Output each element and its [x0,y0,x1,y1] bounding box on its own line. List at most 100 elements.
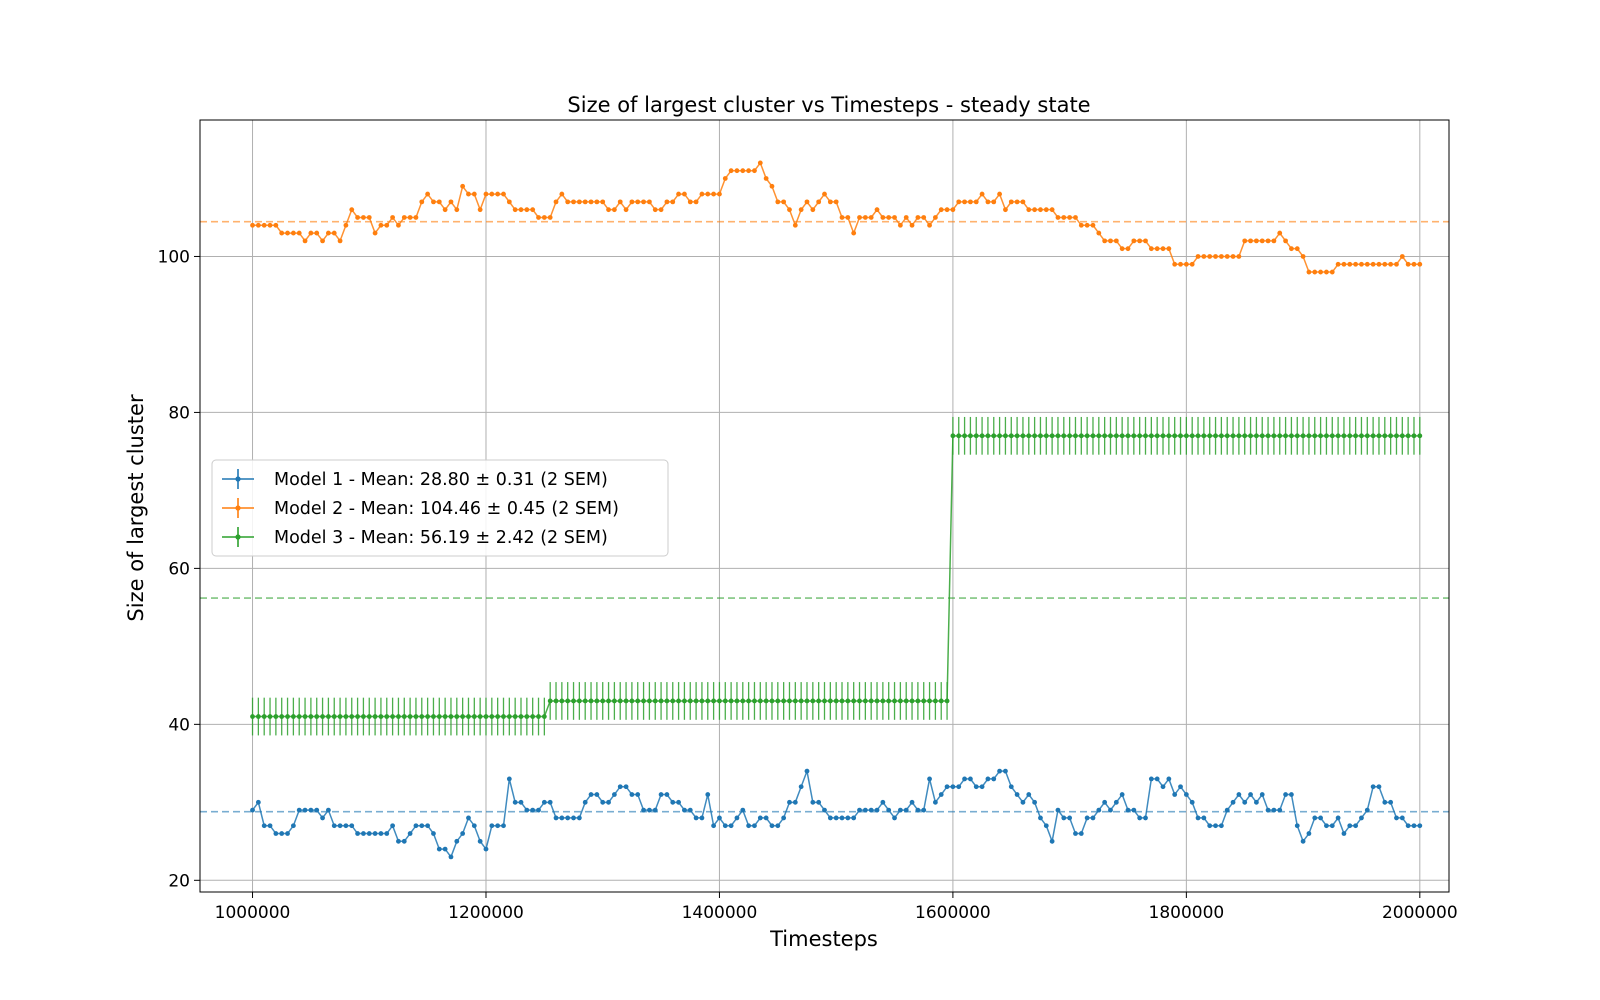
data-point [1399,815,1405,821]
data-point [1399,433,1405,439]
legend: Model 1 - Mean: 28.80 ± 0.31 (2 SEM) Mode… [211,459,669,557]
data-point [1049,207,1055,213]
data-point [1032,433,1038,439]
data-point [1195,254,1201,259]
data-point [1183,433,1189,439]
data-point [962,776,967,782]
data-point [676,191,681,197]
data-point [629,792,635,797]
data-point [1020,799,1026,805]
data-point [769,698,775,704]
data-point [1055,215,1061,220]
data-point [320,714,325,719]
data-point [606,698,611,704]
data-point [547,799,553,805]
data-point [769,823,775,829]
data-point [792,799,798,805]
data-point [448,199,454,205]
data-point [489,191,495,197]
data-point [1183,261,1189,267]
data-point [460,183,466,189]
data-point [664,792,670,797]
data-point [1090,222,1096,228]
data-point [1055,807,1061,813]
data-point [903,215,909,220]
data-point [868,215,874,220]
data-point [285,831,290,836]
data-point [477,714,483,719]
data-point [1061,815,1067,821]
data-point [1096,807,1102,813]
data-point [682,698,687,704]
data-point [1300,254,1306,259]
legend-marker-swatch [235,476,241,482]
plot-frame [199,119,1450,893]
data-point [1224,807,1230,813]
data-point [1341,261,1347,267]
data-point [1213,433,1218,439]
data-point [1335,433,1341,439]
data-point [722,698,728,704]
data-point [1043,823,1049,829]
data-point [740,807,746,813]
legend-label: Model 2 - Mean: 104.46 ± 0.45 (2 SEM) [274,499,619,519]
data-point [1084,815,1090,821]
data-point [396,838,401,844]
data-point [1417,261,1423,267]
data-point [1271,807,1277,813]
data-point [1318,433,1323,439]
data-point [331,823,337,829]
data-point [968,199,973,205]
data-point [734,815,740,821]
data-point [361,215,366,220]
data-point [588,698,594,704]
data-point [390,714,396,719]
data-point [676,799,681,805]
data-point [1096,433,1102,439]
data-point [1061,215,1067,220]
data-point [565,698,571,704]
data-point [1335,815,1341,821]
data-point [331,714,337,719]
data-point [903,807,909,813]
data-point [921,807,927,813]
data-point [1160,433,1166,439]
y-tick-label: 40 [168,715,190,735]
data-point [1324,823,1329,829]
data-point [752,823,757,829]
data-point [559,698,565,704]
y-axis: 20 40 60 80 100 [158,247,200,891]
data-point [518,714,524,719]
data-point [1084,222,1090,228]
x-axis: 1000000 1200000 1400000 1600000 1800000 20000… [215,892,1458,923]
data-point [285,230,290,236]
data-point [512,714,518,719]
data-point [647,807,652,813]
data-point [1195,433,1201,439]
data-point [407,831,413,836]
data-point [851,815,857,821]
data-point [343,823,349,829]
data-point [1353,433,1359,439]
data-point [1376,261,1382,267]
data-point [798,784,804,790]
data-point [763,698,769,704]
data-point [1230,433,1236,439]
data-point [617,698,623,704]
data-point [1143,815,1148,821]
data-point [705,792,711,797]
data-point [827,815,833,821]
data-point [1078,831,1084,836]
data-point [664,698,670,704]
data-point [361,831,366,836]
data-point [1160,784,1166,790]
data-point [617,784,623,790]
data-point [1364,261,1370,267]
data-point [804,698,810,704]
series-2 [250,160,1423,275]
x-tick-label: 1400000 [682,903,758,923]
data-point [536,215,541,220]
data-point [466,714,471,719]
data-point [1283,238,1288,244]
data-point [1131,807,1137,813]
